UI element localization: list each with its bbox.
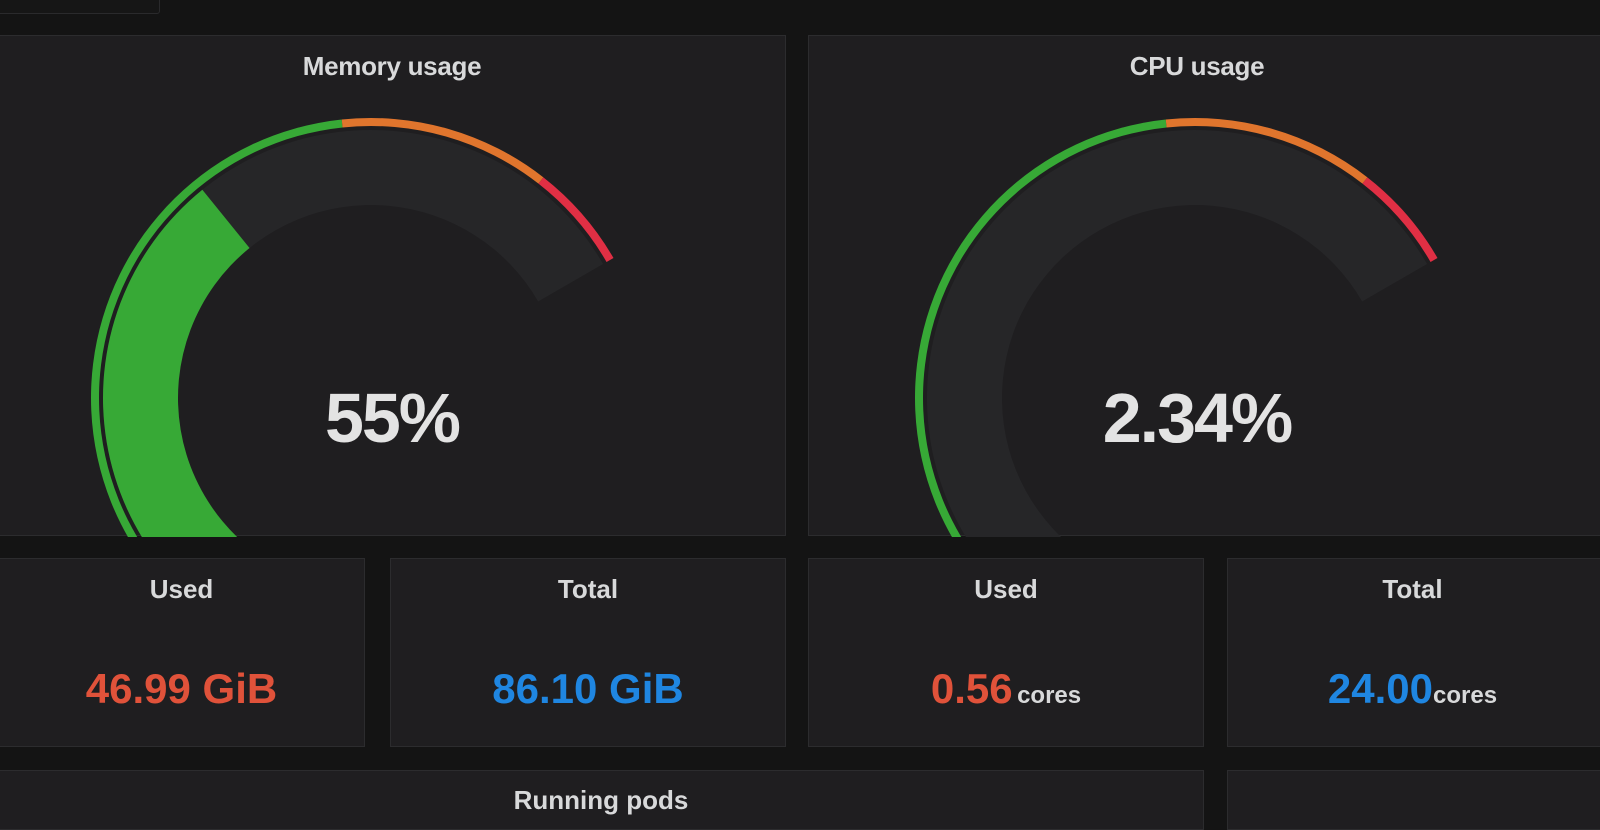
memory-usage-title: Memory usage	[302, 51, 482, 81]
memory-gauge-value-arc	[103, 189, 250, 537]
cpu-total-stat: 24.00cores	[1228, 665, 1597, 713]
memory-total-panel: Total 86.10 GiB	[390, 558, 786, 747]
top-control[interactable]	[0, 0, 160, 14]
cpu-used-panel: Used 0.56 cores	[808, 558, 1204, 747]
cpu-gauge	[915, 118, 1438, 537]
memory-used-value: 46.99 GiB	[85, 665, 278, 712]
memory-gauge	[91, 118, 614, 537]
memory-total-value: 86.10 GiB	[492, 665, 684, 712]
running-pods-panel: Running pods	[0, 770, 1204, 830]
cpu-total-title: Total	[1382, 574, 1443, 604]
cpu-gauge-threshold-1	[1165, 118, 1368, 184]
cpu-used-value: 0.56	[930, 665, 1013, 712]
memory-usage-value: 55%	[324, 379, 461, 457]
memory-used-stat: 46.99 GiB	[0, 665, 364, 713]
memory-used-panel: Used 46.99 GiB	[0, 558, 365, 747]
cpu-usage-panel: CPU usage 2.34%	[808, 35, 1600, 537]
memory-gauge-threshold-2	[538, 177, 614, 262]
cpu-total-panel: Total 24.00cores	[1227, 558, 1600, 747]
cpu-total-value: 24.00	[1327, 665, 1434, 712]
memory-gauge-threshold-1	[341, 118, 544, 184]
cpu-gauge-track	[927, 130, 1428, 537]
memory-usage-panel: Memory usage 55%	[0, 35, 786, 537]
cpu-usage-value: 2.34%	[1102, 379, 1293, 457]
memory-used-title: Used	[149, 574, 214, 604]
memory-total-title: Total	[557, 574, 619, 604]
cpu-gauge-threshold-2	[1362, 177, 1438, 262]
memory-gauge-threshold-0	[91, 119, 343, 537]
running-pods-title: Running pods	[513, 785, 689, 815]
bottom-right-panel	[1227, 770, 1600, 830]
memory-total-stat: 86.10 GiB	[391, 665, 785, 713]
cpu-total-unit: cores	[1433, 682, 1498, 709]
cpu-used-stat: 0.56 cores	[809, 665, 1203, 713]
cpu-used-title: Used	[974, 574, 1038, 604]
cpu-usage-title: CPU usage	[1129, 51, 1265, 81]
cpu-used-unit: cores	[1017, 682, 1082, 709]
cpu-gauge-threshold-0	[915, 119, 1167, 537]
